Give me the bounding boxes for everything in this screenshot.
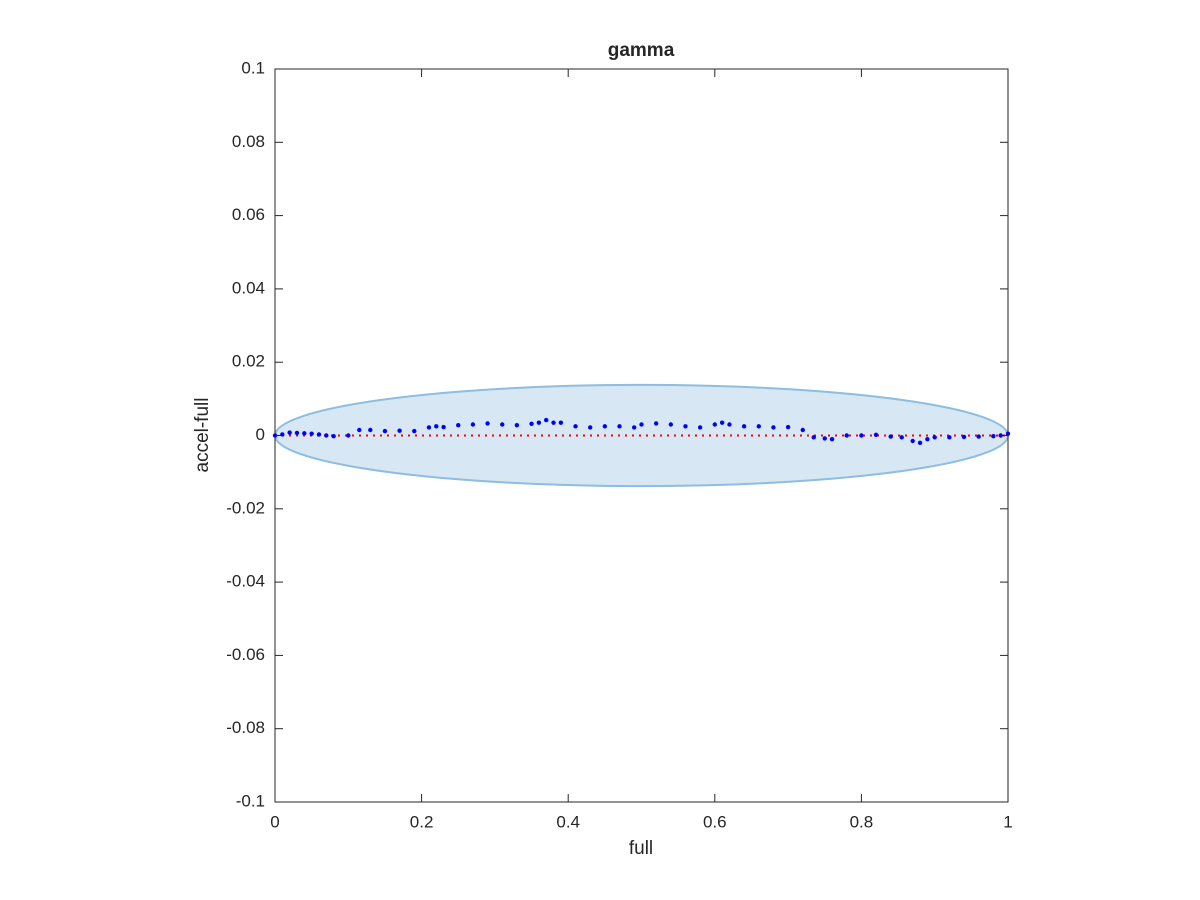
point: [551, 420, 556, 425]
point: [991, 434, 996, 439]
point: [514, 423, 520, 428]
y-tick-label: -0.1: [236, 791, 265, 810]
point: [719, 420, 725, 425]
point: [485, 421, 490, 426]
point: [294, 430, 300, 436]
point: [697, 425, 703, 430]
y-tick-label: 0.1: [241, 58, 265, 77]
y-tick-label: 0.02: [232, 352, 265, 371]
point: [727, 422, 732, 427]
point: [456, 423, 461, 428]
point: [382, 428, 388, 434]
point: [412, 428, 417, 434]
x-tick-label: 0: [270, 812, 279, 831]
point: [602, 424, 608, 429]
point: [357, 427, 362, 433]
point: [859, 433, 864, 438]
point: [976, 434, 981, 439]
point: [500, 422, 505, 427]
point: [811, 435, 816, 440]
point: [917, 440, 923, 446]
y-tick-label: 0.06: [232, 205, 265, 224]
point: [280, 432, 285, 437]
point: [873, 432, 879, 437]
point: [558, 420, 564, 425]
y-axis-label: accel-full: [192, 398, 213, 473]
point: [639, 422, 644, 427]
point: [683, 424, 688, 429]
point: [899, 435, 904, 440]
point: [544, 417, 549, 423]
point: [272, 433, 278, 438]
point: [573, 424, 578, 429]
y-tick-label: 0.04: [232, 278, 265, 297]
point: [771, 425, 776, 430]
point: [587, 425, 593, 430]
point: [910, 438, 915, 444]
point: [331, 434, 336, 439]
point: [829, 436, 835, 442]
x-tick-label: 1: [1003, 812, 1012, 831]
y-tick-label: -0.04: [226, 572, 265, 591]
point: [617, 424, 622, 429]
x-tick-label: 0.4: [556, 812, 580, 831]
point: [287, 430, 292, 435]
x-axis-label: full: [629, 838, 653, 859]
point: [756, 424, 761, 429]
chart-title: gamma: [608, 40, 675, 61]
point: [470, 422, 476, 427]
x-tick-label: 0.2: [410, 812, 434, 831]
point: [1005, 431, 1011, 436]
y-tick-label: 0: [256, 425, 265, 444]
point: [925, 436, 930, 442]
y-tick-label: -0.02: [226, 498, 265, 517]
point: [324, 433, 329, 438]
point: [536, 420, 542, 425]
point: [741, 424, 747, 429]
point: [947, 435, 952, 440]
point: [302, 431, 307, 436]
point: [368, 427, 373, 433]
point: [932, 435, 937, 440]
point: [426, 425, 432, 430]
point: [316, 432, 322, 437]
y-tick-label: -0.06: [226, 645, 265, 664]
point: [961, 434, 967, 440]
point: [668, 422, 674, 427]
x-tick-label: 0.6: [703, 812, 727, 831]
point: [441, 424, 446, 430]
point: [712, 422, 717, 427]
point: [785, 424, 791, 430]
point: [822, 436, 827, 441]
point: [631, 425, 637, 430]
y-tick-label: 0.08: [232, 132, 265, 151]
point: [844, 433, 849, 438]
point: [434, 424, 439, 429]
point: [888, 434, 893, 439]
point: [800, 427, 805, 433]
point: [653, 421, 659, 426]
x-tick-label: 0.8: [850, 812, 874, 831]
point: [397, 428, 402, 433]
y-tick-label: -0.08: [226, 718, 265, 737]
point: [309, 431, 314, 436]
point: [998, 433, 1003, 438]
point: [346, 433, 351, 438]
point: [529, 421, 534, 426]
